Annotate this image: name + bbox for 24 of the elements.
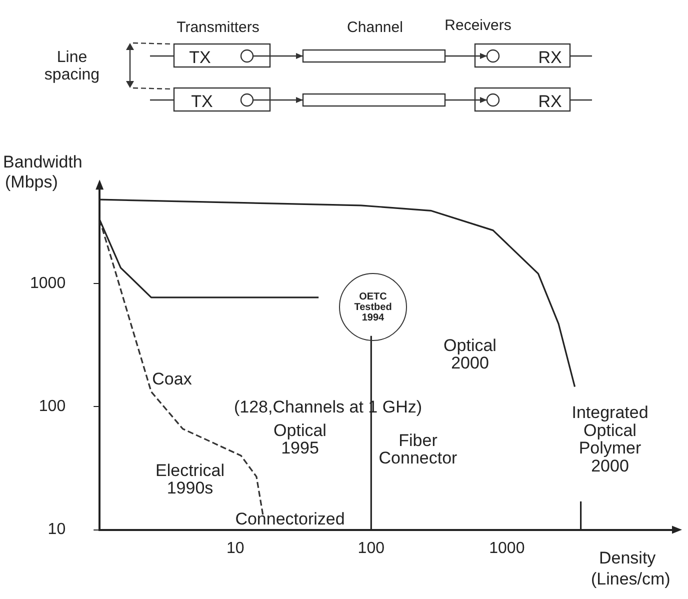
annotation: Integrated Optical Polymer 2000 xyxy=(572,402,648,476)
x-tick-label: 10 xyxy=(226,540,244,557)
text: TX xyxy=(189,48,211,67)
annotation: Connectorized xyxy=(235,510,345,529)
x-tick-label: 1000 xyxy=(489,540,525,557)
text: Channel xyxy=(347,19,403,36)
y-tick-label: 100 xyxy=(38,398,66,416)
text: TX xyxy=(191,92,213,111)
text: RX xyxy=(538,92,562,111)
annotation: OETC Testbed 1994 xyxy=(354,291,392,324)
annotation: Coax xyxy=(152,370,192,389)
text: RX xyxy=(538,48,562,67)
annotation: Optical 2000 xyxy=(444,336,496,373)
x-tick-label: 100 xyxy=(358,540,385,557)
text: Receivers xyxy=(444,17,512,34)
text: Transmitters xyxy=(176,19,260,36)
annotation: Fiber Connector xyxy=(378,430,458,468)
annotation: Optical 1995 xyxy=(274,420,326,458)
y-tick-label: 1000 xyxy=(30,274,66,292)
annotation: Electrical 1990s xyxy=(156,460,224,498)
y-tick-label: 10 xyxy=(48,521,66,538)
x-axis-title: Density (Lines/cm) xyxy=(591,548,670,588)
y-axis-title: Bandwidth (Mbps) xyxy=(3,152,82,192)
text: Line spacing xyxy=(44,49,100,84)
